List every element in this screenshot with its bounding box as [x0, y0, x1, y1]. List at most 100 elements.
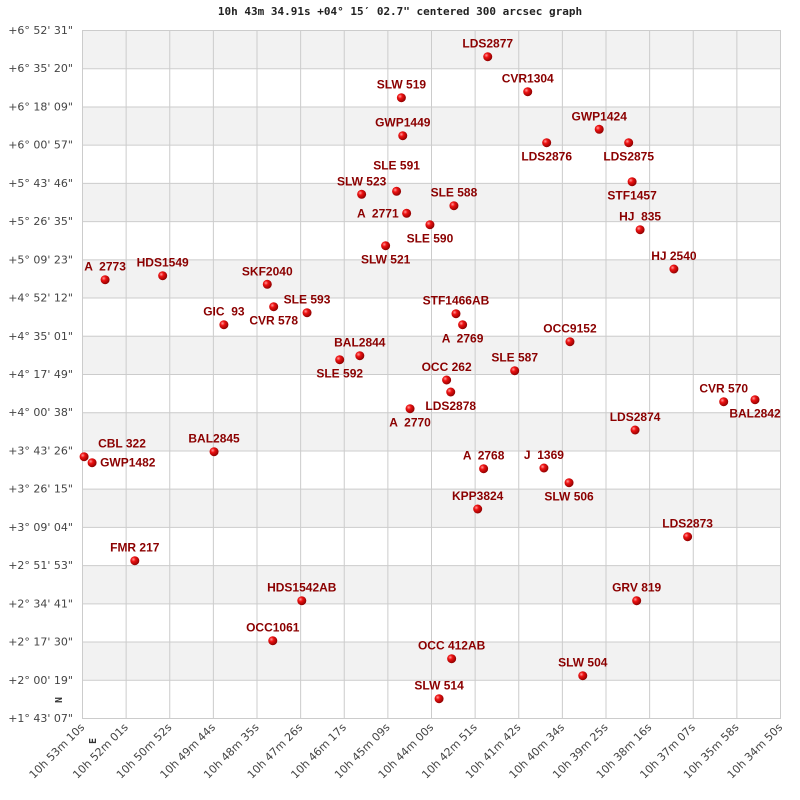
star-point[interactable]: CVR 578 — [249, 302, 298, 328]
star-marker[interactable] — [302, 308, 312, 318]
star-point[interactable]: HDS1542AB — [267, 581, 337, 606]
star-marker[interactable] — [578, 671, 588, 681]
star-marker[interactable] — [473, 504, 483, 514]
star-point[interactable]: STF1457 — [607, 177, 657, 203]
star-point[interactable]: SLW 519 — [377, 78, 427, 103]
star-marker[interactable] — [381, 241, 391, 251]
star-marker[interactable] — [565, 337, 575, 347]
star-marker[interactable] — [451, 309, 461, 319]
star-point[interactable]: BAL2842 — [729, 395, 781, 421]
star-point[interactable]: HDS1549 — [137, 256, 189, 281]
star-point[interactable]: KPP3824 — [452, 489, 504, 514]
star-marker[interactable] — [523, 87, 533, 97]
star-marker[interactable] — [542, 138, 552, 148]
star-marker[interactable] — [398, 131, 408, 141]
star-point[interactable]: SLE 590 — [407, 220, 454, 246]
star-point[interactable]: STF1466AB — [423, 294, 490, 319]
star-point[interactable]: OCC9152 — [543, 322, 597, 347]
star-point[interactable]: SLW 506 — [544, 478, 594, 504]
star-marker[interactable] — [750, 395, 760, 405]
star-label: SLW 521 — [361, 253, 411, 267]
star-marker[interactable] — [355, 351, 365, 361]
star-marker[interactable] — [630, 425, 640, 435]
star-point[interactable]: LDS2874 — [610, 410, 661, 435]
star-marker[interactable] — [539, 463, 549, 473]
star-marker[interactable] — [594, 124, 604, 134]
star-point[interactable]: GIC 93 — [203, 305, 245, 330]
star-marker[interactable] — [442, 375, 452, 385]
star-marker[interactable] — [669, 264, 679, 274]
star-point[interactable]: FMR 217 — [110, 541, 160, 566]
star-marker[interactable] — [402, 208, 412, 218]
star-marker[interactable] — [635, 225, 645, 235]
star-marker[interactable] — [297, 596, 307, 606]
star-point[interactable]: SLE 591 — [373, 158, 420, 196]
star-marker[interactable] — [458, 320, 468, 330]
star-marker[interactable] — [357, 189, 367, 199]
star-point[interactable]: OCC1061 — [246, 621, 300, 646]
star-point[interactable]: GRV 819 — [612, 581, 662, 606]
star-point[interactable]: LDS2873 — [662, 517, 713, 542]
star-point[interactable]: HJ 2540 — [651, 249, 697, 274]
star-point[interactable]: SLE 588 — [431, 186, 478, 211]
star-point[interactable]: BAL2845 — [188, 432, 240, 457]
star-point[interactable]: CBL 322 — [79, 437, 147, 462]
star-point[interactable]: A 2770 — [389, 404, 431, 430]
star-marker[interactable] — [158, 271, 168, 281]
star-point[interactable]: BAL2844 — [334, 336, 386, 361]
star-point[interactable]: HJ 835 — [619, 210, 661, 235]
star-point[interactable]: J 1369 — [524, 448, 564, 473]
star-marker[interactable] — [446, 387, 456, 397]
star-marker[interactable] — [335, 355, 345, 365]
star-marker[interactable] — [396, 93, 406, 103]
star-point[interactable]: LDS2875 — [603, 138, 654, 164]
star-marker[interactable] — [719, 397, 729, 407]
star-marker[interactable] — [79, 452, 89, 462]
star-point[interactable]: SLW 521 — [361, 241, 411, 267]
star-marker[interactable] — [632, 596, 642, 606]
y-tick-label: +5° 43' 46" — [8, 177, 73, 190]
star-point[interactable]: SLE 593 — [284, 293, 331, 318]
star-point[interactable]: LDS2878 — [425, 387, 476, 414]
star-marker[interactable] — [510, 366, 520, 376]
star-marker[interactable] — [479, 464, 489, 474]
star-marker[interactable] — [130, 556, 140, 566]
star-point[interactable]: SLW 514 — [414, 679, 464, 704]
star-marker[interactable] — [268, 636, 278, 646]
star-point[interactable]: A 2771 — [357, 206, 412, 220]
star-marker[interactable] — [627, 177, 637, 187]
star-point[interactable]: SLE 592 — [316, 355, 363, 381]
star-point[interactable]: GWP1424 — [572, 109, 628, 134]
star-marker[interactable] — [405, 404, 415, 414]
star-point[interactable]: CVR1304 — [502, 72, 554, 97]
star-point[interactable]: LDS2877 — [462, 37, 513, 62]
star-point[interactable]: LDS2876 — [521, 138, 572, 164]
star-marker[interactable] — [269, 302, 279, 312]
star-marker[interactable] — [219, 320, 229, 330]
star-point[interactable]: A 2769 — [442, 320, 484, 346]
star-marker[interactable] — [87, 458, 97, 468]
star-point[interactable]: OCC 262 — [422, 360, 472, 385]
star-point[interactable]: GWP1482 — [87, 456, 156, 470]
star-point[interactable]: A 2768 — [463, 449, 505, 474]
star-marker[interactable] — [425, 220, 435, 230]
star-point[interactable]: GWP1449 — [375, 116, 431, 141]
star-marker[interactable] — [434, 694, 444, 704]
star-marker[interactable] — [447, 654, 457, 664]
star-marker[interactable] — [483, 52, 493, 62]
star-marker[interactable] — [449, 201, 459, 211]
star-point[interactable]: SLW 523 — [337, 174, 387, 199]
star-point[interactable]: CVR 570 — [699, 382, 748, 407]
star-point[interactable]: A 2773 — [84, 260, 126, 285]
star-point[interactable]: SLW 504 — [558, 656, 608, 681]
star-point[interactable]: SKF2040 — [242, 264, 293, 289]
star-point[interactable]: SLE 587 — [491, 351, 538, 376]
star-marker[interactable] — [209, 447, 219, 457]
star-marker[interactable] — [683, 532, 693, 542]
star-marker[interactable] — [624, 138, 634, 148]
star-marker[interactable] — [100, 275, 110, 285]
star-marker[interactable] — [392, 186, 402, 196]
star-marker[interactable] — [262, 279, 272, 289]
star-point[interactable]: OCC 412AB — [418, 639, 486, 664]
star-marker[interactable] — [564, 478, 574, 488]
